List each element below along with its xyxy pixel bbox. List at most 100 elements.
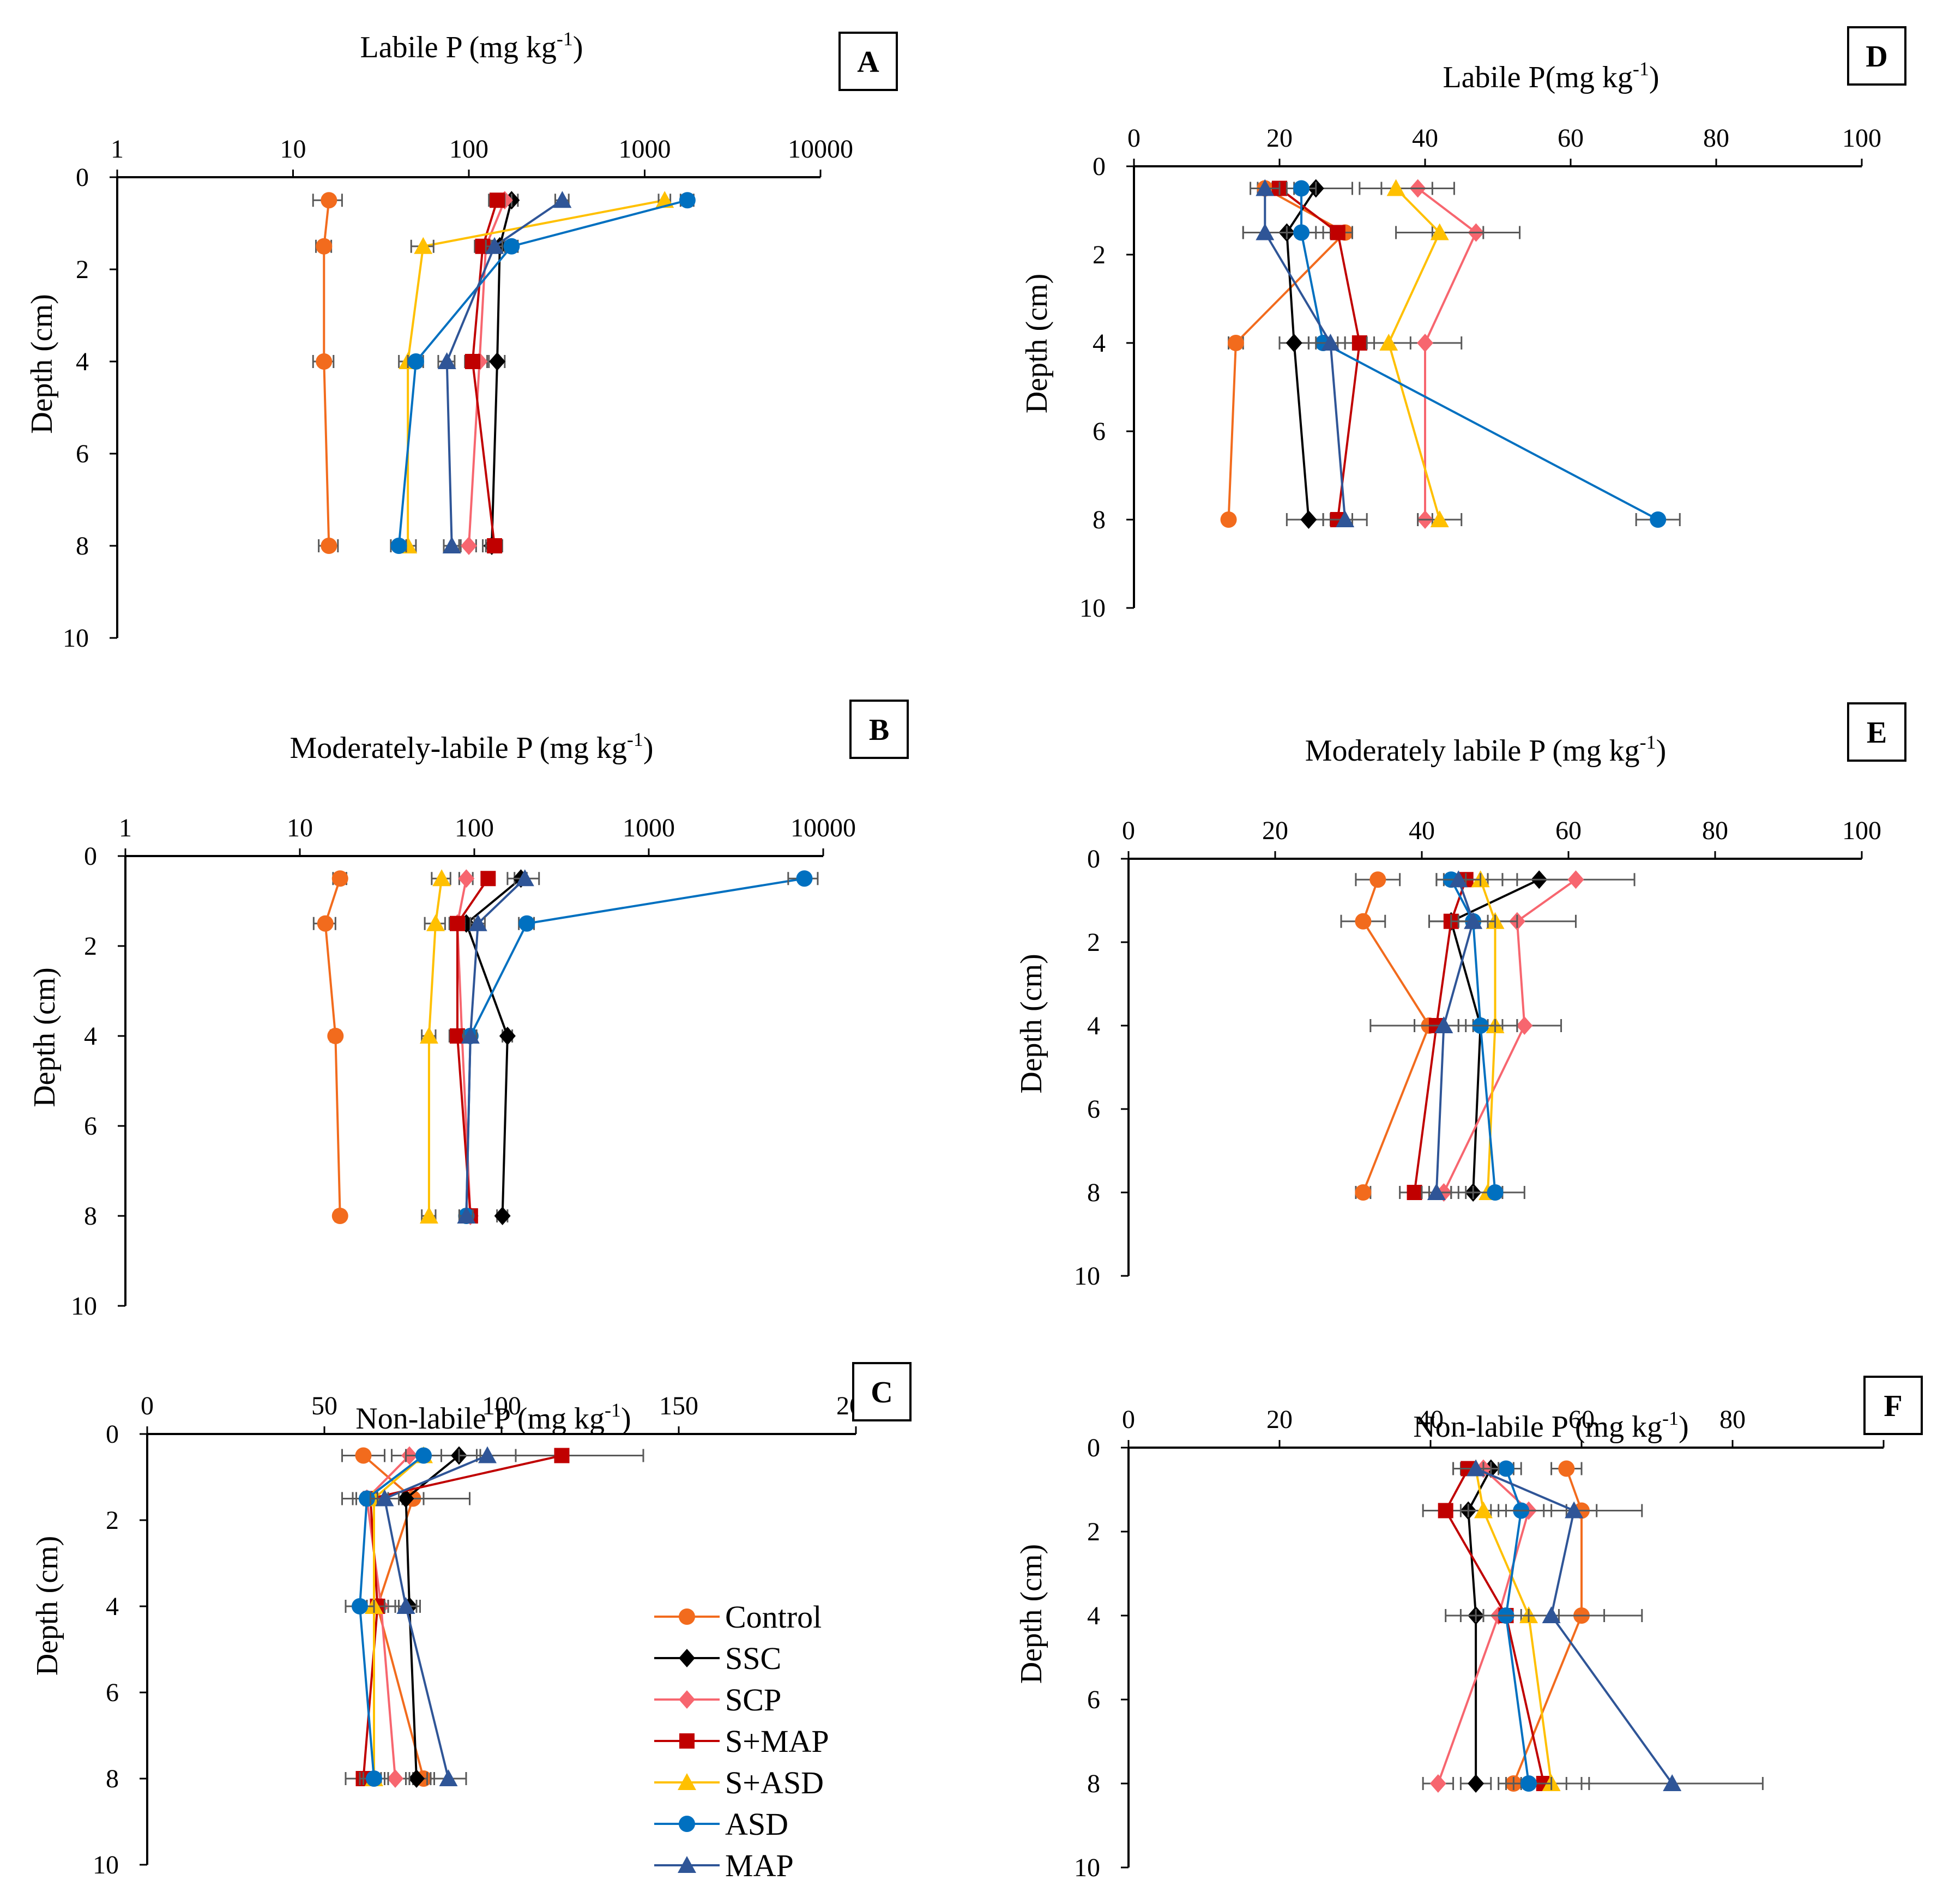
data-point — [321, 538, 337, 554]
series-line — [397, 199, 688, 546]
title-end: ) — [1679, 1410, 1689, 1444]
y-tick-label: 2 — [84, 932, 97, 961]
y-tick-label: 8 — [84, 1202, 97, 1231]
series-line — [1475, 1467, 1673, 1785]
legend-marker — [679, 1733, 695, 1749]
series-line — [323, 200, 330, 546]
data-point — [1407, 1185, 1422, 1200]
data-point — [796, 870, 813, 887]
data-point — [553, 191, 572, 208]
data-point — [331, 1208, 348, 1224]
x-tick-label: 10 — [287, 814, 313, 842]
data-point — [1355, 1184, 1372, 1201]
title-main: Labile P (mg kg — [360, 31, 557, 64]
x-tick-label: 100 — [482, 1391, 521, 1420]
y-tick-label: 4 — [1093, 329, 1106, 358]
data-point — [499, 1027, 516, 1045]
panel-label-box — [1847, 26, 1906, 86]
legend-marker — [679, 1649, 695, 1667]
data-point — [468, 914, 487, 931]
series-map — [457, 869, 540, 1224]
chart-title: Moderately labile P (mg kg-1) — [1305, 731, 1666, 768]
y-tick-label: 10 — [1074, 1853, 1100, 1882]
chart-title: Non-labile P (mg kg-1) — [355, 1399, 631, 1436]
y-tick-label: 2 — [1093, 240, 1106, 269]
data-point — [478, 1446, 497, 1463]
data-point — [331, 870, 348, 887]
series-line — [1450, 878, 1540, 1193]
y-tick-label: 6 — [76, 439, 89, 468]
panel-label: B — [869, 713, 889, 747]
data-point — [387, 1769, 403, 1788]
data-point — [408, 1769, 425, 1788]
data-point — [461, 1027, 480, 1044]
data-point — [1487, 1184, 1504, 1201]
data-point — [1386, 179, 1405, 196]
y-tick-label: 8 — [106, 1764, 119, 1793]
title-sup: -1 — [1662, 1407, 1679, 1429]
x-tick-label: 40 — [1417, 1405, 1444, 1434]
x-tick-label: 100 — [455, 814, 494, 842]
series-line — [1435, 879, 1475, 1193]
panel-label-box — [849, 700, 909, 759]
legend-label: MAP — [725, 1848, 794, 1883]
series-line — [1362, 879, 1431, 1193]
data-point — [442, 537, 461, 553]
series-line — [1387, 188, 1441, 520]
data-point — [352, 1598, 368, 1614]
y-tick-label: 6 — [106, 1678, 119, 1707]
title-end: ) — [573, 31, 583, 64]
series-line — [456, 878, 489, 1216]
y-tick-label: 0 — [1093, 152, 1106, 181]
series-line — [1450, 879, 1497, 1193]
series-map — [1242, 179, 1368, 527]
x-tick-label: 1000 — [623, 814, 675, 842]
data-point — [1286, 334, 1302, 352]
data-point — [1663, 1774, 1682, 1791]
data-point — [1565, 1501, 1584, 1519]
series-line — [456, 878, 472, 1216]
data-point — [1430, 510, 1449, 527]
data-point — [1449, 870, 1468, 888]
y-tick-label: 8 — [1093, 505, 1106, 534]
title-end: ) — [621, 1402, 631, 1436]
legend-label: SSC — [725, 1641, 781, 1676]
data-point — [1369, 871, 1386, 888]
panel-label: F — [1884, 1389, 1902, 1423]
data-point — [518, 915, 535, 932]
title-sup: -1 — [605, 1399, 621, 1421]
x-tick-label: 50 — [311, 1391, 337, 1420]
x-tick-label: 0 — [1122, 1405, 1135, 1434]
x-tick-label: 60 — [1555, 816, 1582, 845]
x-tick-label: 20 — [1266, 124, 1293, 153]
series-sasd — [419, 869, 451, 1224]
data-point — [1474, 1501, 1493, 1519]
x-tick-label: 100 — [1842, 816, 1881, 845]
title-main: Moderately-labile P (mg kg — [289, 731, 626, 765]
title-end: ) — [1649, 61, 1660, 94]
series-control — [312, 870, 348, 1224]
legend-label: SCP — [725, 1682, 781, 1718]
data-point — [1351, 335, 1367, 351]
series-line — [1413, 879, 1467, 1193]
y-tick-label: 2 — [1087, 1517, 1100, 1546]
data-point — [485, 237, 504, 254]
x-tick-label: 100 — [449, 135, 488, 164]
data-point — [1220, 511, 1237, 528]
series-line — [358, 1454, 425, 1779]
series-line — [464, 877, 522, 1216]
legend-label: ASD — [725, 1806, 788, 1842]
data-point — [1464, 912, 1483, 929]
data-point — [355, 1447, 372, 1464]
data-point — [1467, 1459, 1486, 1477]
panel-label: A — [857, 45, 879, 79]
y-tick-label: 0 — [1087, 1433, 1100, 1462]
panel-label: C — [871, 1376, 892, 1409]
data-point — [396, 1597, 415, 1614]
data-point — [1430, 223, 1449, 240]
series-line — [465, 877, 526, 1216]
series-map — [1452, 1459, 1764, 1791]
series-line — [1479, 879, 1497, 1193]
panel-label: E — [1867, 716, 1887, 750]
y-tick-label: 2 — [106, 1506, 119, 1535]
